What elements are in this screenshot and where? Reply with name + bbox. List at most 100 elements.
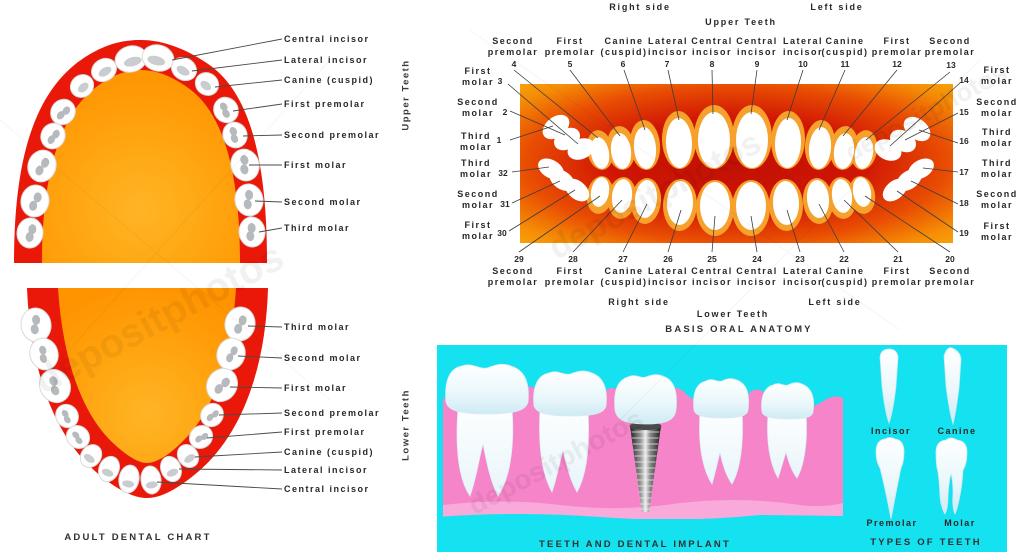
tooth-number: 2: [502, 107, 508, 117]
numbering-callout-lines: [507, 69, 961, 253]
tooth-number: 11: [840, 59, 850, 69]
tooth-label: First molar: [284, 383, 348, 393]
tooth-number: 10: [798, 59, 808, 69]
adult-chart-leader-lines: [156, 38, 283, 490]
tooth-number: 1: [496, 135, 502, 145]
types-caption: TYPES OF TEETH: [870, 537, 982, 548]
tooth-group-label: Canine (cuspid): [600, 36, 648, 57]
tooth-number: 30: [497, 228, 507, 238]
tooth-group-label: First premolar: [544, 36, 596, 57]
tooth-group-label: Second molar: [976, 189, 1018, 210]
tooth-number: 5: [567, 59, 573, 69]
tooth-group-label: Lateral incisor: [782, 36, 824, 57]
tooth-number: 12: [892, 59, 902, 69]
tooth-group-label: Third molar: [459, 131, 493, 152]
tooth-group-label: Canine (cuspid): [600, 266, 648, 287]
tooth-group-label: Second premolar: [487, 266, 539, 287]
tooth-number: 31: [500, 199, 510, 209]
tooth-group-label: Lateral incisor: [647, 36, 689, 57]
tooth-number: 22: [839, 254, 849, 264]
tooth-label: Second molar: [284, 197, 362, 207]
tooth-number: 17: [959, 167, 969, 177]
tooth-number: 8: [709, 59, 715, 69]
lower-teeth-header: Lower Teeth: [696, 309, 770, 319]
tooth-label: Second molar: [284, 353, 362, 363]
tooth-number: 16: [959, 136, 969, 146]
tooth-group-label: Central incisor: [691, 266, 733, 287]
tooth-group-label: Canine (cuspid): [821, 36, 869, 57]
tooth-label: Canine (cuspid): [284, 75, 375, 85]
tooth-number: 6: [620, 59, 626, 69]
type-label: Molar: [944, 518, 976, 528]
tooth-number: 24: [752, 254, 762, 264]
tooth-number: 26: [663, 254, 673, 264]
upper-arch-illustration: [14, 40, 267, 263]
tooth-group-label: First molar: [461, 220, 495, 241]
tooth-number: 9: [754, 59, 760, 69]
side-label-lower-teeth: Lower Teeth: [400, 389, 412, 461]
tooth-label: Canine (cuspid): [284, 447, 375, 457]
tooth-label: First premolar: [284, 99, 366, 109]
tooth-group-label: First premolar: [544, 266, 596, 287]
tooth-group-label: Central incisor: [736, 36, 778, 57]
tooth-group-label: First premolar: [871, 266, 923, 287]
tooth-group-label: Second premolar: [487, 36, 539, 57]
implant-panel-illustration: [437, 345, 1007, 552]
lower-arch-illustration: [20, 288, 268, 498]
tooth-label: Third molar: [284, 223, 351, 233]
right-side-top-label: Right side: [609, 2, 671, 12]
tooth-number: 20: [945, 254, 955, 264]
tooth-group-label: Second molar: [457, 97, 499, 118]
tooth-label: Central incisor: [284, 34, 370, 44]
tooth-number: 19: [959, 228, 969, 238]
tooth-group-label: First molar: [980, 221, 1014, 242]
tooth-number: 7: [664, 59, 670, 69]
tooth-number: 14: [959, 75, 969, 85]
tooth-group-label: Lateral incisor: [782, 266, 824, 287]
tooth-label: Lateral incisor: [284, 55, 369, 65]
tooth-number: 3: [497, 76, 503, 86]
tooth-group-label: Second molar: [457, 189, 499, 210]
tooth-group-label: Lateral incisor: [647, 266, 689, 287]
tooth-number: 28: [568, 254, 578, 264]
tooth-group-label: First molar: [980, 65, 1014, 86]
implant-caption: TEETH AND DENTAL IMPLANT: [539, 539, 731, 550]
tooth-number: 25: [707, 254, 717, 264]
right-side-bottom-label: Right side: [608, 297, 670, 307]
type-label: Canine: [937, 426, 977, 436]
tooth-group-label: First molar: [461, 66, 495, 87]
tooth-group-label: Third molar: [980, 158, 1014, 179]
side-label-upper-teeth: Upper Teeth: [400, 59, 412, 131]
tooth-number: 13: [946, 60, 956, 70]
tooth-group-label: Third molar: [459, 158, 493, 179]
type-label: Premolar: [866, 518, 918, 528]
adult-chart-caption: ADULT DENTAL CHART: [64, 532, 212, 543]
tooth-group-label: Second premolar: [924, 266, 976, 287]
tooth-number: 15: [959, 107, 969, 117]
tooth-group-label: Central incisor: [691, 36, 733, 57]
tooth-number: 23: [795, 254, 805, 264]
tooth-group-label: First premolar: [871, 36, 923, 57]
watermark-lines: [0, 29, 981, 421]
tooth-number: 4: [511, 59, 517, 69]
numbering-title: BASIS ORAL ANATOMY: [665, 324, 813, 335]
type-label: Incisor: [870, 426, 912, 436]
tooth-group-label: Second molar: [976, 97, 1018, 118]
left-side-top-label: Left side: [810, 2, 864, 12]
tooth-number: 18: [959, 198, 969, 208]
tooth-group-label: Third molar: [980, 127, 1014, 148]
types-of-teeth-illustration: [875, 347, 968, 520]
tooth-label: Central incisor: [284, 484, 370, 494]
numbering-chart-illustration: [507, 69, 961, 253]
tooth-label: Second premolar: [284, 408, 381, 418]
upper-teeth-header: Upper Teeth: [705, 17, 777, 27]
tooth-number: 27: [618, 254, 628, 264]
tooth-label: First premolar: [284, 427, 366, 437]
tooth-number: 29: [514, 254, 524, 264]
tooth-label: First molar: [284, 160, 348, 170]
tooth-group-label: Central incisor: [736, 266, 778, 287]
tooth-group-label: Canine (cuspid): [821, 266, 869, 287]
tooth-number: 32: [498, 168, 508, 178]
